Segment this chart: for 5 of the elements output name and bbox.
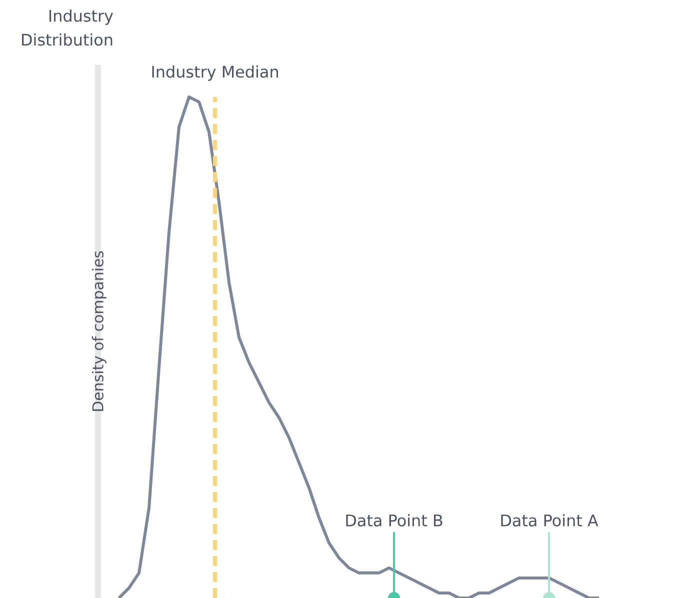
chart-title: Industry Distribution: [22, 10, 114, 46]
y-axis-title: Density of companies: [92, 251, 106, 411]
annotation: Data Point B: [346, 514, 442, 526]
text: Industry Median: [152, 65, 278, 81]
annotation: Data Point A: [501, 514, 598, 526]
